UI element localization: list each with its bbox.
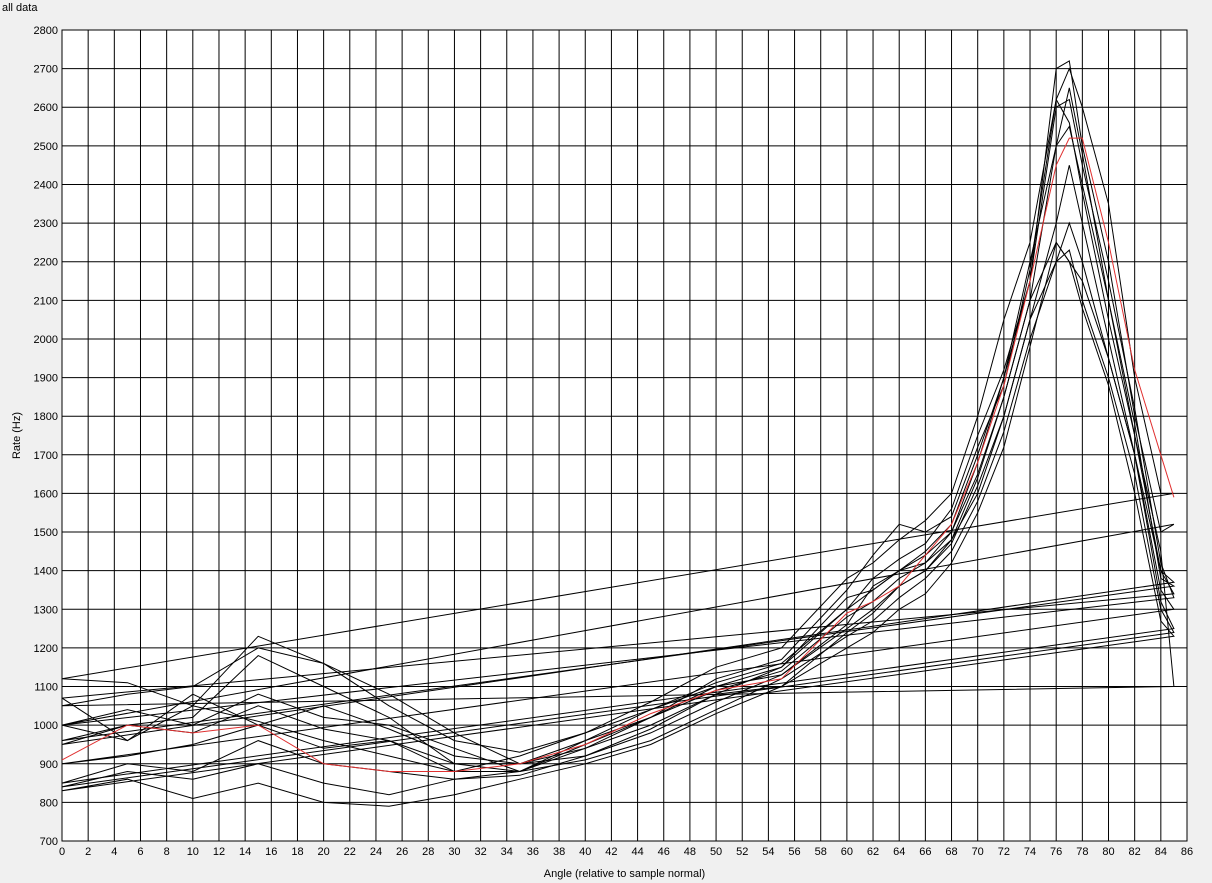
x-tick-label: 20 — [318, 846, 330, 858]
x-tick-label: 42 — [605, 846, 617, 858]
series-line-8 — [61, 98, 1175, 753]
series-line-1 — [61, 67, 1174, 765]
y-tick-label: 2500 — [34, 141, 58, 153]
y-tick-label: 2700 — [34, 64, 58, 76]
x-tick-label: 32 — [474, 846, 486, 858]
x-tick-label: 54 — [762, 846, 774, 858]
x-tick-label: 28 — [422, 846, 434, 858]
y-tick-label: 1000 — [34, 720, 58, 732]
x-tick-label: 14 — [239, 846, 251, 858]
x-tick-label: 0 — [59, 846, 65, 858]
y-tick-label: 1100 — [34, 682, 58, 694]
x-tick-labels: 0 2 4 6 8 10 12 14 16 18 20 22 24 26 28 30 32 34 36 38 40 42 4… — [59, 846, 1193, 858]
y-tick-label: 700 — [40, 836, 58, 848]
y-tick-label: 1900 — [34, 373, 58, 385]
y-tick-label: 1700 — [34, 450, 58, 462]
x-tick-label: 52 — [736, 846, 748, 858]
x-tick-label: 12 — [213, 846, 225, 858]
series-line-6 — [61, 249, 1175, 796]
x-tick-label: 48 — [684, 846, 696, 858]
x-tick-label: 24 — [370, 846, 382, 858]
x-tick-label: 16 — [265, 846, 277, 858]
y-tick-label: 900 — [40, 759, 58, 771]
x-tick-label: 70 — [972, 846, 984, 858]
y-tick-label: 1200 — [34, 643, 58, 655]
x-tick-label: 64 — [893, 846, 905, 858]
y-tick-label: 1400 — [34, 566, 58, 578]
x-tick-label: 74 — [1024, 846, 1036, 858]
chart-title: all data — [2, 2, 38, 14]
x-tick-label: 44 — [631, 846, 643, 858]
x-tick-label: 22 — [344, 846, 356, 858]
y-tick-label: 1500 — [34, 527, 58, 539]
y-tick-label: 2100 — [34, 295, 58, 307]
x-tick-label: 58 — [815, 846, 827, 858]
x-tick-label: 72 — [998, 846, 1010, 858]
x-tick-label: 60 — [841, 846, 853, 858]
y-tick-label: 2200 — [34, 257, 58, 269]
x-tick-label: 2 — [85, 846, 91, 858]
y-tick-label: 2300 — [34, 218, 58, 230]
y-tick-label: 2600 — [34, 102, 58, 114]
x-tick-label: 26 — [396, 846, 408, 858]
x-tick-label: 40 — [579, 846, 591, 858]
x-tick-label: 78 — [1076, 846, 1088, 858]
x-tick-label: 68 — [945, 846, 957, 858]
x-tick-label: 86 — [1181, 846, 1193, 858]
series-line-2 — [61, 60, 1175, 773]
series-layer — [61, 60, 1176, 807]
y-tick-label: 2000 — [34, 334, 58, 346]
series-line-4 — [61, 221, 1175, 773]
x-tick-label: 50 — [710, 846, 722, 858]
series-line-9 — [61, 125, 1176, 765]
x-tick-label: 10 — [187, 846, 199, 858]
x-axis-label: Angle (relative to sample normal) — [544, 868, 705, 880]
y-tick-label: 2400 — [34, 179, 58, 191]
x-tick-label: 18 — [291, 846, 303, 858]
x-tick-label: 34 — [501, 846, 513, 858]
y-tick-labels: 700 800 900 1000 1100 1200 1300 1400 1500 1600 170… — [34, 25, 58, 848]
y-tick-label: 1800 — [34, 411, 58, 423]
x-tick-label: 4 — [111, 846, 117, 858]
y-tick-label: 1300 — [34, 604, 58, 616]
y-tick-label: 800 — [40, 797, 58, 809]
series-line-5 — [61, 165, 1175, 765]
y-tick-label: 2800 — [34, 25, 58, 37]
x-tick-label: 46 — [658, 846, 670, 858]
x-tick-label: 8 — [164, 846, 170, 858]
series-line-12 — [61, 137, 1175, 772]
x-tick-label: 36 — [527, 846, 539, 858]
y-axis-label: Rate (Hz) — [11, 412, 23, 459]
x-tick-label: 84 — [1155, 846, 1167, 858]
y-tick-label: 1600 — [34, 488, 58, 500]
x-tick-label: 80 — [1102, 846, 1114, 858]
x-tick-label: 6 — [137, 846, 143, 858]
x-tick-label: 76 — [1050, 846, 1062, 858]
x-tick-label: 30 — [448, 846, 460, 858]
series-line-11 — [61, 98, 1175, 772]
x-tick-label: 62 — [867, 846, 879, 858]
x-tick-label: 66 — [919, 846, 931, 858]
series-line-7 — [61, 241, 1175, 807]
x-tick-label: 38 — [553, 846, 565, 858]
x-tick-label: 56 — [788, 846, 800, 858]
x-tick-label: 82 — [1129, 846, 1141, 858]
